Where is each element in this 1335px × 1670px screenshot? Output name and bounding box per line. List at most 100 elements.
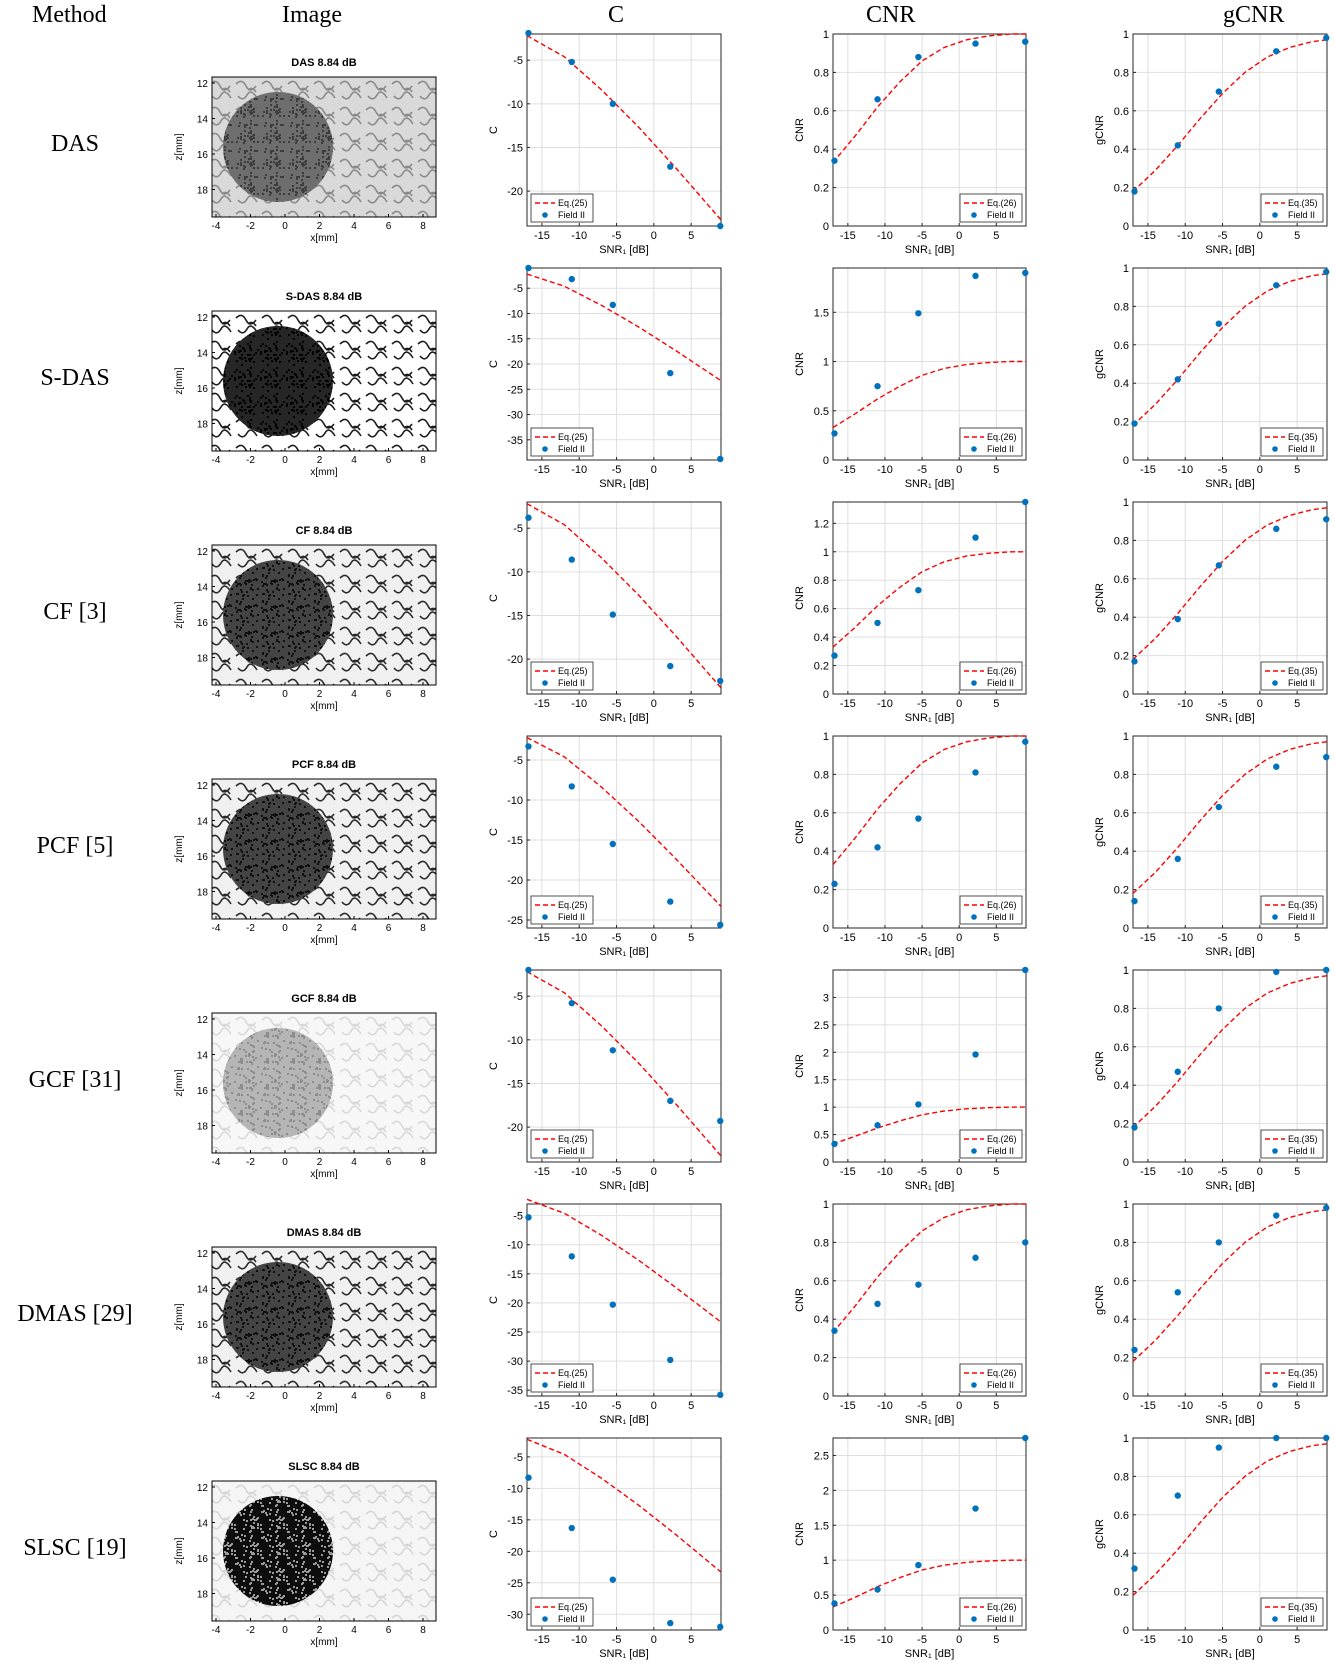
xtick-label: -5 <box>917 464 927 476</box>
cyst-region <box>223 560 333 670</box>
ytick-label: 0.2 <box>814 661 829 673</box>
data-point <box>717 222 724 230</box>
data-point <box>1174 615 1181 623</box>
data-point <box>568 1253 575 1260</box>
ytick-label: 0.2 <box>814 183 829 195</box>
image-xlabel: x[mm] <box>310 1403 337 1414</box>
ytick-label: 0 <box>1123 455 1129 467</box>
image-xtick-label: 0 <box>282 221 288 232</box>
legend: Eq.(26) Field II <box>959 1597 1023 1627</box>
xtick-label: 0 <box>651 932 657 944</box>
ytick-label: 0 <box>823 455 829 467</box>
cyst-region <box>223 92 333 202</box>
data-point <box>915 53 922 61</box>
data-point <box>831 1140 838 1148</box>
fit-curve <box>526 35 722 221</box>
ytick-label: 0.4 <box>814 846 829 858</box>
image-xtick-label: 2 <box>317 455 323 466</box>
fit-curve <box>526 971 722 1157</box>
ytick-label: 0.6 <box>1114 1510 1129 1522</box>
chart-gcnr: -15 -10 -5 0 5 0 0.2 0.4 0.6 0.8 1 SNR₁ [dB] gCNR Eq.… <box>1094 965 1330 1192</box>
legend-label: Field II <box>558 1146 585 1156</box>
legend-box <box>959 193 1023 223</box>
data-point <box>1273 1212 1280 1219</box>
legend-box <box>959 661 1023 691</box>
y-axis-label: CNR <box>794 1054 806 1078</box>
image-xtick-label: 0 <box>282 689 288 700</box>
image-panel: SLSC 8.84 dB -4 -2 0 2 4 6 8 12 14 16 18 x[mm] z[mm] <box>174 1461 437 1648</box>
xtick-label: -15 <box>534 1400 550 1412</box>
plot-frame <box>832 501 1027 695</box>
x-axis-label: SNR₁ [dB] <box>905 244 955 256</box>
legend-label: Field II <box>558 1614 585 1624</box>
legend-box <box>959 895 1023 925</box>
data-point <box>915 310 922 317</box>
x-axis-label: SNR₁ [dB] <box>905 712 955 724</box>
xtick-label: -15 <box>1140 1166 1156 1178</box>
xtick-label: 0 <box>1257 230 1263 242</box>
xtick-label: -5 <box>612 464 622 476</box>
method-label: SLSC [19] <box>23 1535 127 1561</box>
image-ytick-label: 16 <box>197 852 209 863</box>
plot-frame <box>526 1437 722 1631</box>
y-axis-label: C <box>488 594 500 602</box>
xtick-label: -15 <box>840 1634 856 1646</box>
xtick-label: 0 <box>651 464 657 476</box>
legend-label: Eq.(35) <box>1288 432 1318 442</box>
data-point <box>831 157 838 164</box>
y-axis-label: gCNR <box>1094 1285 1106 1315</box>
data-point <box>1215 803 1223 811</box>
xtick-label: -10 <box>571 698 587 710</box>
ytick-label: 0 <box>823 1157 829 1169</box>
ytick-label: -35 <box>507 1385 523 1397</box>
image-panel: CF 8.84 dB -4 -2 0 2 4 6 8 12 14 16 18 x[mm] z[mm] <box>174 525 437 712</box>
xtick-label: 5 <box>688 1166 694 1178</box>
legend-label: Eq.(25) <box>558 432 588 442</box>
xtick-label: -10 <box>877 698 893 710</box>
xtick-label: -15 <box>1140 464 1156 476</box>
data-point <box>717 1623 724 1631</box>
legend-marker <box>971 914 977 920</box>
xtick-label: 0 <box>956 1400 962 1412</box>
image-ylabel: z[mm] <box>174 1303 185 1330</box>
legend: Eq.(35) Field II <box>1260 1597 1324 1627</box>
xtick-label: 0 <box>1257 464 1263 476</box>
data-point <box>915 1101 922 1108</box>
legend-label: Field II <box>987 1380 1014 1390</box>
image-title: CF 8.84 dB <box>296 525 353 537</box>
xtick-label: 5 <box>1294 1634 1300 1646</box>
ytick-label: 0 <box>823 689 829 701</box>
cyst-region <box>223 326 333 436</box>
data-point <box>1131 1565 1138 1572</box>
ytick-label: 0.6 <box>814 106 829 118</box>
legend-label: Eq.(26) <box>987 198 1017 208</box>
data-point <box>831 1327 838 1334</box>
ytick-label: -25 <box>507 915 523 927</box>
ytick-label: -10 <box>507 567 523 579</box>
method-label: CF [3] <box>43 599 107 625</box>
fit-curve <box>526 1198 722 1323</box>
cyst-region <box>223 1262 333 1372</box>
image-ytick-label: 14 <box>197 817 209 828</box>
image-panel: S-DAS 8.84 dB -4 -2 0 2 4 6 8 12 14 16 18 x[mm] z[mm] <box>174 291 437 478</box>
ytick-label: 0 <box>1123 1391 1129 1403</box>
fit-curve <box>832 33 1026 164</box>
legend-label: Field II <box>558 912 585 922</box>
chart-c: -15 -10 -5 0 5 -5 -10 -15 -20 SNR₁ [dB] C Eq.(25) Fi… <box>488 29 724 256</box>
ytick-label: 0.2 <box>1114 651 1129 663</box>
data-point <box>1174 142 1181 149</box>
xtick-label: -15 <box>534 932 550 944</box>
legend: Eq.(25) Field II <box>530 1363 594 1393</box>
data-point <box>1273 763 1280 770</box>
data-point <box>525 1214 532 1221</box>
y-axis-label: CNR <box>794 118 806 142</box>
image-ytick-label: 12 <box>197 781 209 792</box>
xtick-label: -5 <box>917 1634 927 1646</box>
chart-cnr: -15 -10 -5 0 5 0 0.2 0.4 0.6 0.8 1 1.2 SNR₁ [dB] CNR E… <box>794 498 1029 724</box>
legend-box <box>959 427 1023 457</box>
ytick-label: 2.5 <box>814 1450 829 1462</box>
image-xtick-label: 6 <box>386 1391 392 1402</box>
ytick-label: -5 <box>513 283 523 295</box>
ytick-label: 0.4 <box>1114 1314 1129 1326</box>
legend-box <box>959 1597 1023 1627</box>
